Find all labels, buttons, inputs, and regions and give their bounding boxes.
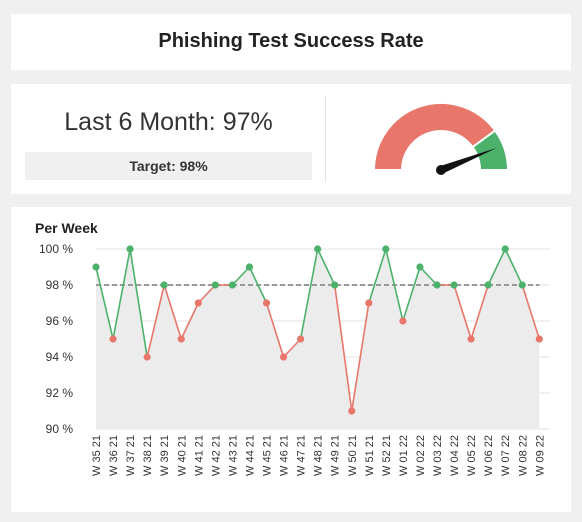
y-tick-label: 98 % bbox=[46, 278, 74, 292]
x-tick-label: W 47 21 bbox=[296, 435, 308, 476]
x-tick-label: W 41 21 bbox=[193, 435, 205, 476]
series-line-segment bbox=[180, 302, 200, 340]
data-point bbox=[297, 335, 305, 343]
chart-card: Per Week 90 % 92 % 94 % 96 % 98 % 100 % W 35 21… bbox=[11, 207, 571, 512]
data-point bbox=[262, 299, 271, 307]
data-point bbox=[279, 353, 288, 361]
target-label: Target: 98% bbox=[25, 152, 312, 180]
series-line-segment bbox=[265, 302, 285, 358]
y-tick-label: 94 % bbox=[46, 350, 74, 364]
x-tick-label: W 44 21 bbox=[244, 435, 256, 476]
gauge-zone-1 bbox=[373, 102, 497, 171]
x-tick-label: W 50 21 bbox=[347, 435, 359, 476]
data-point bbox=[211, 281, 219, 289]
series-line-segment bbox=[385, 248, 404, 322]
series-line-segment bbox=[487, 248, 506, 286]
data-point bbox=[399, 317, 407, 325]
area-fill bbox=[96, 249, 540, 429]
x-tick-label: W 51 21 bbox=[364, 435, 376, 476]
x-tick-label: W 06 22 bbox=[483, 435, 495, 476]
series-line-segment bbox=[350, 302, 370, 412]
x-tick-label: W 48 21 bbox=[313, 435, 325, 476]
x-tick-label: W 05 22 bbox=[466, 435, 478, 476]
x-tick-label: W 39 21 bbox=[159, 435, 171, 476]
x-tick-label: W 49 21 bbox=[330, 435, 342, 476]
series-line-segment bbox=[129, 248, 148, 358]
x-tick-label: W 43 21 bbox=[227, 435, 239, 476]
x-tick-label: W 01 22 bbox=[398, 435, 410, 476]
y-tick-label: 96 % bbox=[46, 314, 74, 328]
series-line-segment bbox=[248, 266, 268, 304]
x-tick-label: W 45 21 bbox=[262, 435, 274, 476]
series-line-segment bbox=[282, 338, 302, 358]
series-line-segment bbox=[146, 284, 165, 358]
kpi-card: Last 6 Month: 97% Target: 98% bbox=[11, 84, 571, 194]
data-point bbox=[467, 335, 475, 343]
data-point bbox=[245, 263, 254, 271]
x-tick-label: W 04 22 bbox=[449, 435, 461, 476]
data-point bbox=[314, 245, 322, 253]
data-point bbox=[228, 281, 236, 289]
x-tick-label: W 08 22 bbox=[517, 435, 529, 476]
data-point bbox=[331, 281, 339, 289]
x-tick-label: W 02 22 bbox=[415, 435, 427, 476]
series-line-segment bbox=[231, 266, 251, 286]
x-tick-label: W 37 21 bbox=[125, 435, 137, 476]
series-line-segment bbox=[402, 266, 421, 322]
kpi-value-label: Last 6 Month: 97% bbox=[64, 108, 273, 136]
x-tick-label: W 36 21 bbox=[108, 435, 120, 476]
data-point bbox=[535, 335, 543, 343]
series-line-segment bbox=[453, 284, 472, 340]
series-line-segment bbox=[316, 248, 336, 286]
data-point bbox=[450, 281, 458, 289]
data-point bbox=[348, 407, 356, 415]
series-line-segment bbox=[112, 248, 131, 340]
x-tick-label: W 07 22 bbox=[500, 435, 512, 476]
data-point bbox=[433, 281, 441, 289]
data-point bbox=[194, 299, 202, 307]
series-line-segment bbox=[419, 266, 438, 286]
title-card: Phishing Test Success Rate bbox=[11, 14, 571, 70]
data-point bbox=[484, 281, 492, 289]
x-tick-label: W 03 22 bbox=[432, 435, 444, 476]
data-point bbox=[160, 281, 168, 289]
page-title: Phishing Test Success Rate bbox=[158, 30, 424, 52]
chart-title: Per Week bbox=[35, 220, 98, 236]
series-line-segment bbox=[521, 284, 541, 340]
x-tick-label: W 09 22 bbox=[534, 435, 546, 476]
series-line-segment bbox=[163, 284, 183, 340]
series-line-segment bbox=[299, 248, 319, 340]
x-tick-label: W 38 21 bbox=[142, 435, 154, 476]
series-line-segment bbox=[470, 284, 489, 340]
series-line-segment bbox=[197, 284, 216, 304]
x-tick-label: W 46 21 bbox=[279, 435, 291, 476]
x-tick-label: W 40 21 bbox=[176, 435, 188, 476]
x-tick-label: W 52 21 bbox=[381, 435, 393, 476]
data-point bbox=[365, 299, 373, 307]
data-point bbox=[143, 353, 151, 361]
data-point bbox=[109, 335, 117, 343]
x-tick-label: W 42 21 bbox=[210, 435, 222, 476]
weekly-line-chart: Per Week 90 % 92 % 94 % 96 % 98 % 100 % W 35 21… bbox=[35, 220, 550, 476]
y-tick-label: 92 % bbox=[46, 386, 74, 400]
y-tick-label: 100 % bbox=[39, 242, 73, 256]
x-tick-label: W 35 21 bbox=[91, 435, 103, 476]
data-point bbox=[126, 245, 134, 253]
y-tick-label: 90 % bbox=[46, 422, 74, 436]
gauge-chart bbox=[373, 102, 510, 175]
data-point bbox=[177, 335, 185, 343]
data-point bbox=[501, 245, 509, 253]
series-line-segment bbox=[368, 248, 387, 304]
series-line-segment bbox=[333, 284, 353, 412]
data-point bbox=[518, 281, 526, 289]
data-point bbox=[92, 263, 100, 271]
gauge-needle bbox=[439, 147, 497, 174]
series-line-segment bbox=[95, 266, 114, 340]
data-point bbox=[416, 263, 424, 271]
gauge-needle-hub bbox=[436, 165, 446, 175]
series-line-segment bbox=[504, 248, 523, 286]
kpi-divider bbox=[325, 96, 326, 182]
data-point bbox=[382, 245, 390, 253]
